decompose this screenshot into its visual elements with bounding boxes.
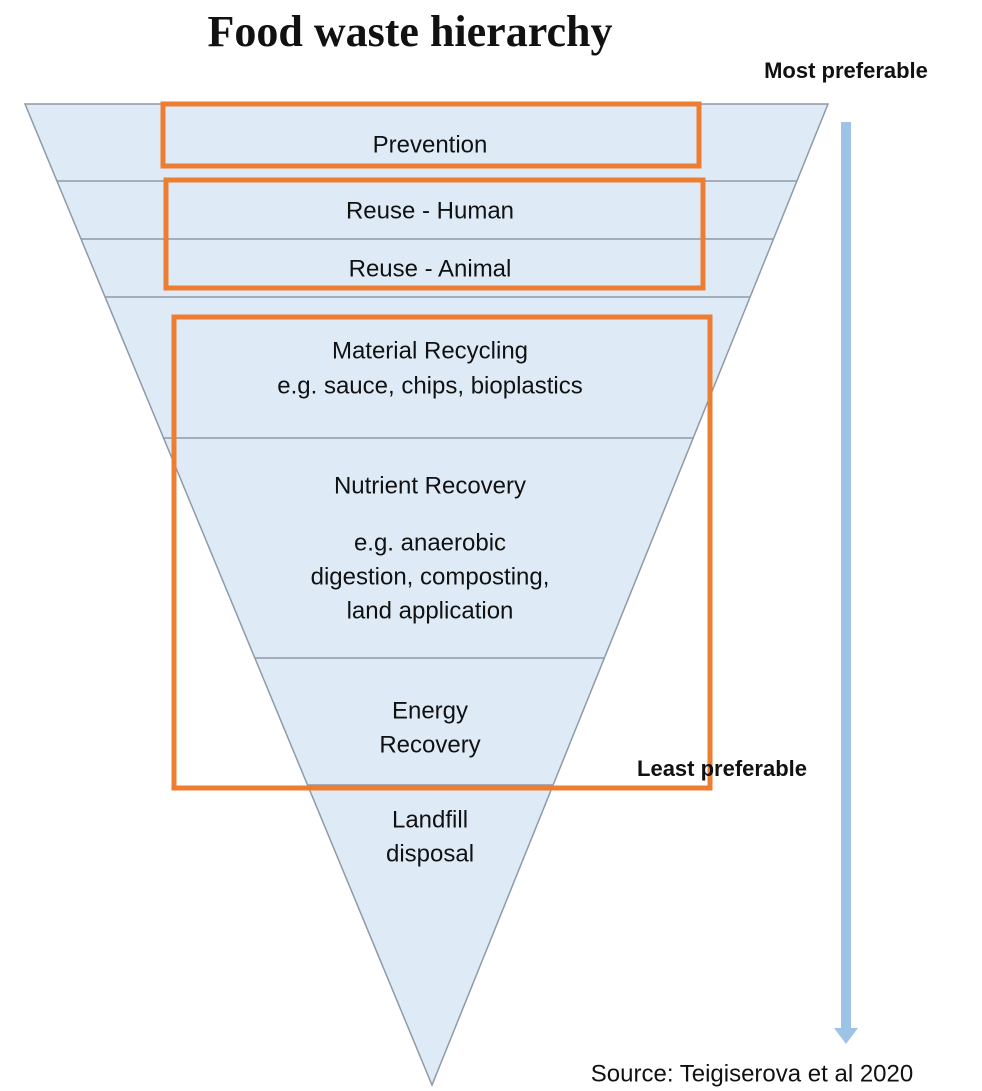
level-label: Reuse - Animal [349,255,512,282]
level-label: Material Recycling [332,337,528,364]
arrow-head [834,1028,858,1044]
bottom-label: Least preferable [637,756,807,781]
level-label: Reuse - Human [346,197,514,224]
level-label: Nutrient Recovery [334,472,526,499]
level-label: digestion, composting, [311,563,550,590]
highlight-box [160,101,702,169]
level-label: disposal [386,840,474,867]
title: Food waste hierarchy [208,7,613,56]
level-label: land application [347,597,514,624]
source: Source: Teigiserova et al 2020 [591,1060,913,1087]
highlight-box [171,314,713,791]
top-label: Most preferable [764,58,928,83]
level-label: e.g. sauce, chips, bioplastics [277,372,583,399]
level-label: Energy [392,697,468,724]
level-label: e.g. anaerobic [354,529,506,556]
level-label: Landfill [392,806,468,833]
level-label: Prevention [373,131,488,158]
highlight-box [163,177,706,291]
level-label: Recovery [379,731,480,758]
